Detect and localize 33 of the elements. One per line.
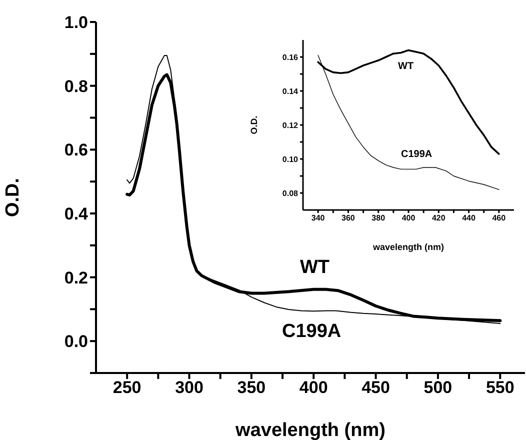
series-label: WT <box>398 61 414 72</box>
series-label: C199A <box>282 321 342 342</box>
x-tick-label: 250 <box>112 378 142 398</box>
x-tick-label: 350 <box>237 378 266 398</box>
x-tick-label: 460 <box>492 214 506 223</box>
x-tick-label: 380 <box>372 214 386 223</box>
series-label: WT <box>300 257 330 278</box>
y-tick-label: 0.0 <box>64 332 88 352</box>
x-tick-label: 360 <box>342 214 356 223</box>
y-axis-title: O.D. <box>2 178 24 218</box>
x-tick-label: 550 <box>486 378 514 398</box>
y-axis-title: O.D. <box>249 116 260 134</box>
y-tick-label: 0.10 <box>282 154 299 164</box>
x-tick-label: 500 <box>424 378 452 398</box>
x-tick-label: 400 <box>299 378 328 398</box>
x-axis-title: wavelength (nm) <box>234 420 386 440</box>
x-tick-label: 340 <box>311 214 326 223</box>
x-tick-label: 440 <box>462 214 476 223</box>
y-tick-label: 0.2 <box>64 268 88 288</box>
x-tick-label: 420 <box>432 214 446 223</box>
y-tick-label: 0.16 <box>282 52 299 62</box>
y-tick-label: 0.14 <box>282 86 299 96</box>
y-tick-label: 0.6 <box>64 140 88 160</box>
y-tick-label: 0.4 <box>64 204 89 224</box>
y-tick-label: 0.8 <box>64 76 88 96</box>
x-axis-title: wavelength (nm) <box>372 242 444 252</box>
x-tick-label: 450 <box>362 378 390 398</box>
series-label: C199A <box>401 149 432 160</box>
y-tick-label: 0.12 <box>282 120 299 130</box>
x-tick-label: 300 <box>175 378 204 398</box>
x-tick-label: 400 <box>402 214 416 223</box>
y-tick-label: 1.0 <box>64 13 88 32</box>
y-tick-label: 0.08 <box>282 188 299 198</box>
